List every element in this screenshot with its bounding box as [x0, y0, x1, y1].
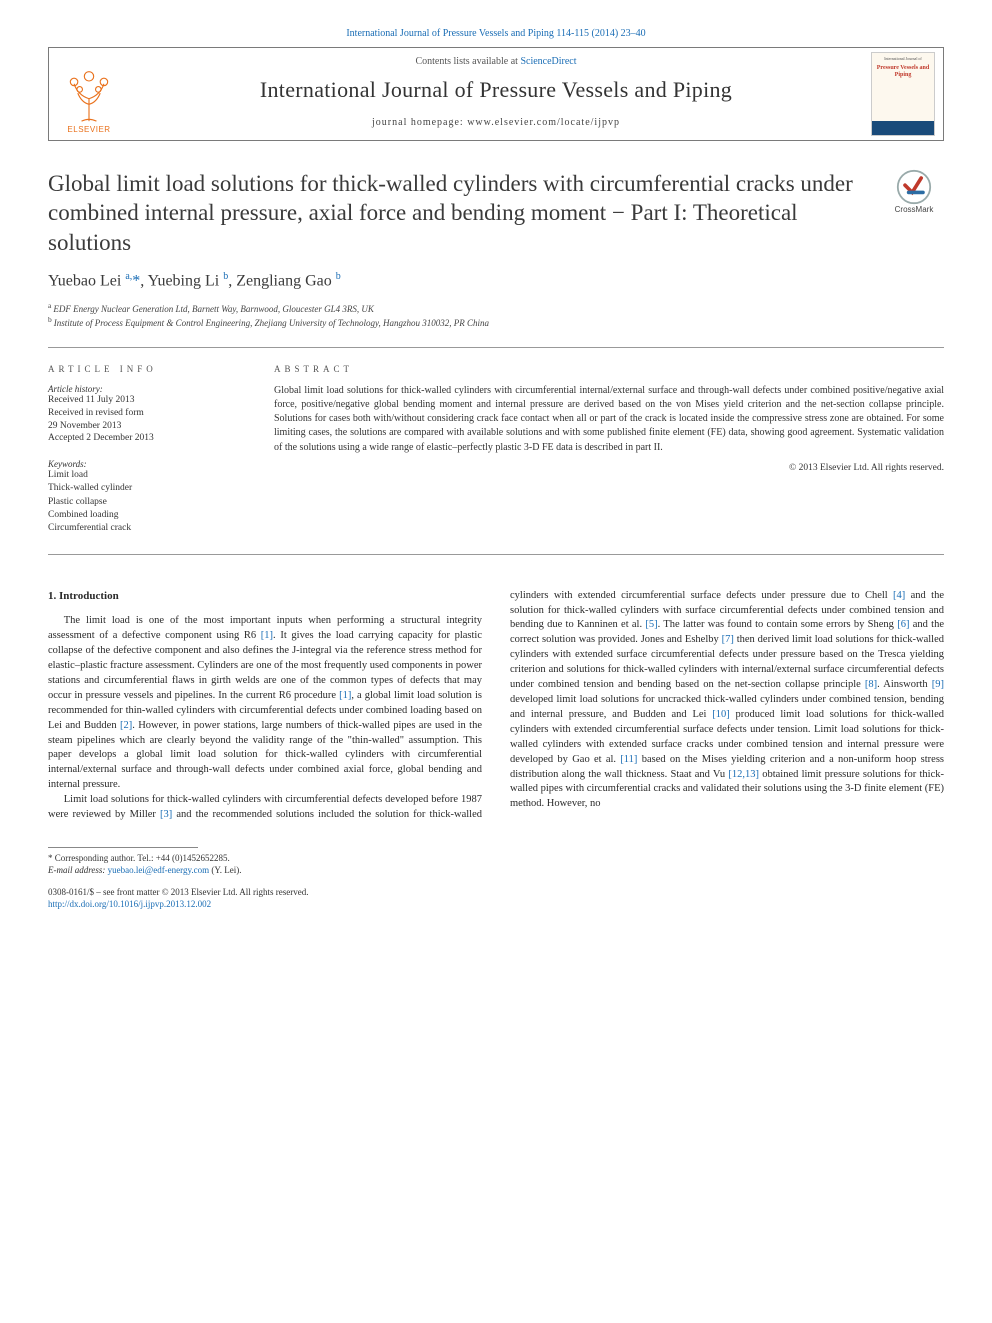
keywords-label: Keywords: [48, 459, 238, 469]
email-link[interactable]: yuebao.lei@edf-energy.com [108, 865, 210, 875]
keyword: Plastic collapse [48, 496, 238, 509]
journal-name: International Journal of Pressure Vessel… [141, 77, 851, 103]
article-info-heading: ARTICLE INFO [48, 364, 238, 374]
body-p1: The limit load is one of the most import… [48, 614, 482, 793]
article-info: ARTICLE INFO Article history: Received 1… [48, 364, 238, 536]
header-box: ELSEVIER Contents lists available at Sci… [48, 47, 944, 141]
contents-prefix: Contents lists available at [415, 56, 520, 67]
journal-cover-thumb: International Journal of Pressure Vessel… [871, 52, 935, 136]
sciencedirect-link[interactable]: ScienceDirect [520, 56, 576, 67]
crossmark-badge[interactable]: CrossMark [884, 169, 944, 214]
affiliation-b: bInstitute of Process Equipment & Contro… [48, 315, 944, 329]
authors: Yuebao Lei a,*, Yuebing Li b, Zengliang … [48, 271, 944, 290]
cover-thumb-wrap: International Journal of Pressure Vessel… [863, 48, 943, 140]
history-line: Accepted 2 December 2013 [48, 432, 238, 445]
publisher-label: ELSEVIER [67, 125, 110, 134]
body-columns: 1. Introduction The limit load is one of… [48, 589, 944, 823]
footnote-rule [48, 847, 198, 848]
keyword: Thick-walled cylinder [48, 482, 238, 495]
affiliation-a: aEDF Energy Nuclear Generation Ltd, Barn… [48, 301, 944, 315]
corr-author-line: * Corresponding author. Tel.: +44 (0)145… [48, 852, 482, 864]
abstract-text: Global limit load solutions for thick-wa… [274, 384, 944, 455]
front-matter-line: 0308-0161/$ – see front matter © 2013 El… [48, 886, 482, 898]
cover-title: Pressure Vessels and Piping [876, 65, 930, 78]
rule-top [48, 347, 944, 348]
section-1-heading: 1. Introduction [48, 589, 482, 605]
doi-block: 0308-0161/$ – see front matter © 2013 El… [48, 886, 482, 910]
affiliations: aEDF Energy Nuclear Generation Ltd, Barn… [48, 301, 944, 329]
history-line: Received in revised form [48, 407, 238, 420]
crossmark-label: CrossMark [895, 205, 934, 214]
elsevier-tree-icon [61, 67, 117, 123]
email-line: E-mail address: yuebao.lei@edf-energy.co… [48, 864, 482, 876]
contents-line: Contents lists available at ScienceDirec… [141, 56, 851, 67]
abstract-copyright: © 2013 Elsevier Ltd. All rights reserved… [274, 463, 944, 473]
abstract-block: ABSTRACT Global limit load solutions for… [274, 364, 944, 536]
keyword: Circumferential crack [48, 522, 238, 535]
header-citation: International Journal of Pressure Vessel… [48, 28, 944, 39]
history-label: Article history: [48, 384, 238, 394]
abstract-heading: ABSTRACT [274, 364, 944, 374]
rule-mid [48, 554, 944, 555]
header-citation-link[interactable]: International Journal of Pressure Vessel… [346, 28, 645, 39]
keyword: Limit load [48, 469, 238, 482]
publisher-block: ELSEVIER [49, 48, 129, 140]
history-line: Received 11 July 2013 [48, 394, 238, 407]
journal-homepage: journal homepage: www.elsevier.com/locat… [141, 117, 851, 128]
corresponding-footnote: * Corresponding author. Tel.: +44 (0)145… [48, 847, 482, 876]
history-line: 29 November 2013 [48, 420, 238, 433]
paper-title: Global limit load solutions for thick-wa… [48, 169, 872, 257]
keyword: Combined loading [48, 509, 238, 522]
header-center: Contents lists available at ScienceDirec… [129, 48, 863, 140]
doi-link[interactable]: http://dx.doi.org/10.1016/j.ijpvp.2013.1… [48, 899, 211, 909]
